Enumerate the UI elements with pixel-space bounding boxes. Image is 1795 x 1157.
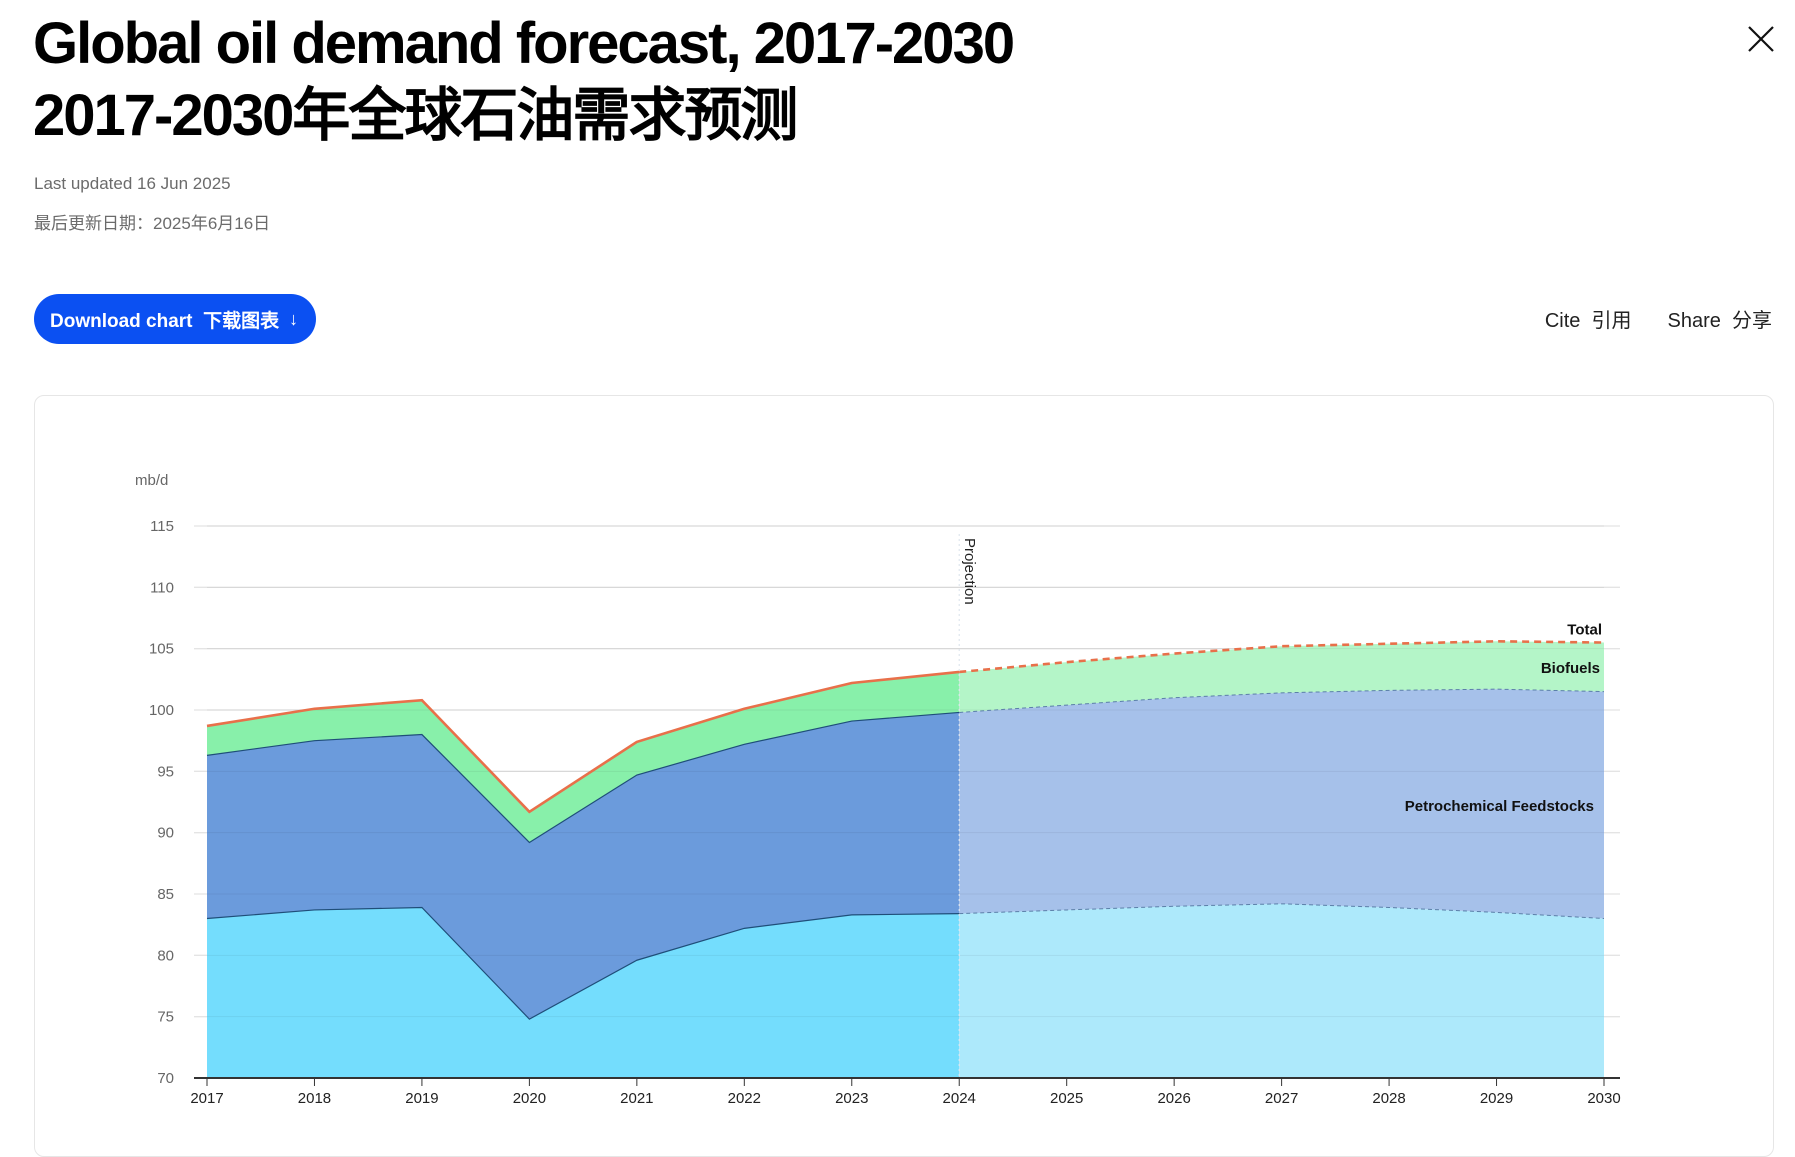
share-button[interactable]: Share 分享 [1667, 310, 1772, 332]
total-label: Total [1567, 622, 1602, 639]
x-tick-label: 2020 [513, 1090, 546, 1107]
y-tick-label: 100 [149, 702, 174, 719]
petrochemical-area-projection [959, 689, 1604, 919]
biofuels-label: Biofuels [1541, 660, 1600, 677]
other-area-projection [959, 903, 1604, 1078]
y-tick-label: 90 [157, 825, 174, 842]
y-axis-unit-label: mb/d [135, 472, 168, 489]
y-tick-label: 115 [150, 518, 174, 535]
page-title: Global oil demand forecast, 2017-2030 20… [33, 8, 1015, 152]
petrochemical-label: Petrochemical Feedstocks [1405, 798, 1594, 815]
area-layers [207, 525, 1604, 1078]
download-label: Download chart 下载图表 [50, 310, 280, 332]
close-icon [1748, 26, 1774, 52]
x-axis: 2017 2018 2019 2020 2021 2022 2023 2024 2025 2026… [190, 1077, 1621, 1107]
x-tick-label: 2028 [1372, 1090, 1405, 1107]
y-tick-label: 85 [157, 886, 174, 903]
arrow-down-icon: ↓ [289, 308, 299, 329]
y-tick-label: 70 [157, 1070, 174, 1087]
x-tick-label: 2030 [1587, 1090, 1620, 1107]
x-tick-label: 2021 [620, 1090, 653, 1107]
biofuels-area-historical [207, 671, 960, 843]
title-chinese: 2017-2030年全球石油需求预测 [33, 83, 798, 148]
chart-actions: Cite 引用 Share 分享 [1545, 304, 1772, 333]
area-chart: mb/d 70 75 80 85 90 95 100 105 110 115 Projection… [135, 472, 1621, 1107]
last-updated: Last updated 16 Jun 2025 [34, 174, 231, 193]
stack-boundary-line [206, 711, 960, 844]
stack-boundary-line [206, 906, 960, 1020]
y-tick-label: 110 [150, 579, 174, 596]
cite-button[interactable]: Cite 引用 [1544, 310, 1632, 332]
download-chart-button[interactable]: Download chart 下载图表 ↓ [34, 294, 317, 344]
x-tick-label: 2026 [1157, 1090, 1190, 1107]
petrochemical-area-historical [207, 712, 960, 1020]
series-labels: Total Biofuels Petrochemical Feedstocks [1405, 622, 1602, 816]
series-lines: Projection [206, 534, 1605, 1078]
x-tick-label: 2017 [190, 1090, 223, 1107]
x-tick-label: 2029 [1480, 1090, 1513, 1107]
close-button[interactable] [1746, 24, 1776, 54]
stack-boundary-line-projection [959, 688, 1605, 713]
x-tick-label: 2023 [835, 1090, 868, 1107]
y-tick-label: 80 [157, 947, 174, 964]
title-english: Global oil demand forecast, 2017-2030 [33, 11, 1015, 76]
y-tick-label: 105 [149, 641, 174, 658]
x-tick-label: 2022 [728, 1090, 761, 1107]
total-line [206, 670, 960, 814]
x-tick-label: 2025 [1050, 1090, 1083, 1107]
stack-boundary-line-projection [959, 903, 1605, 920]
x-tick-label: 2027 [1265, 1090, 1298, 1107]
y-tick-label: 95 [157, 763, 174, 780]
projection-label: Projection [961, 538, 978, 605]
y-tick-label: 75 [157, 1009, 174, 1026]
last-updated-chinese: 最后更新日期：2025年6月16日 [34, 214, 271, 233]
x-tick-label: 2024 [943, 1090, 976, 1107]
x-tick-label: 2018 [298, 1090, 331, 1107]
other-area-historical [207, 907, 960, 1078]
x-tick-label: 2019 [405, 1090, 438, 1107]
